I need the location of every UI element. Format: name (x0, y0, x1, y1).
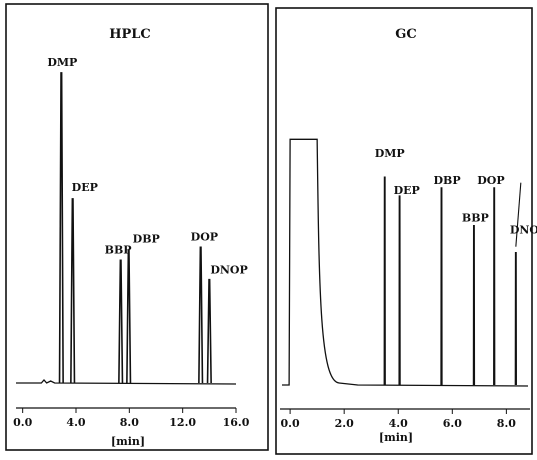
gc-baseline-trace (282, 138, 529, 387)
gc-peak-dep (398, 195, 401, 386)
hplc-peak-label-bbp: BBP (105, 243, 132, 256)
gc-peak-label-bbp: BBP (462, 212, 489, 225)
gc-chart: GC DMP DEP DBP BBP DOP DNOP 0.0 2.0 4.0 6.0 8.0 [… (275, 7, 537, 455)
gc-peak-dbp (440, 187, 443, 386)
hplc-tick-label: 16.0 (223, 416, 250, 429)
gc-x-label: [min] (379, 431, 413, 444)
hplc-peak-dmp (58, 72, 64, 384)
hplc-frame (5, 3, 269, 451)
gc-plot-area: DMP DEP DBP BBP DOP DNOP (282, 138, 537, 387)
hplc-peak-label-dop: DOP (191, 230, 218, 243)
hplc-peak-dep (70, 198, 76, 384)
hplc-tick-label: 8.0 (120, 416, 139, 429)
gc-peak-label-dop: DOP (477, 174, 504, 187)
hplc-peak-label-dmp: DMP (47, 56, 77, 69)
hplc-x-label: [min] (111, 435, 145, 448)
gc-peak-dop (493, 187, 496, 386)
hplc-x-ticks: 0.0 4.0 8.0 12.0 16.0 (13, 408, 250, 429)
gc-peak-label-dnop: DNOP (510, 224, 537, 237)
gc-tick-label: 4.0 (389, 417, 408, 430)
hplc-baseline-trace (16, 379, 237, 385)
hplc-peak-bbp (118, 259, 124, 384)
gc-tick-label: 8.0 (497, 417, 516, 430)
hplc-peak-dnop (206, 278, 212, 384)
hplc-peak-label-dep: DEP (72, 181, 98, 194)
gc-peak-dmp (383, 176, 386, 386)
hplc-peak-dop (198, 246, 204, 384)
hplc-tick-label: 12.0 (169, 416, 196, 429)
hplc-tick-label: 4.0 (66, 416, 85, 429)
gc-dnop-leader (515, 182, 522, 247)
gc-tick-label: 6.0 (443, 417, 462, 430)
gc-frame (275, 7, 533, 455)
hplc-title: HPLC (109, 27, 151, 42)
gc-peak-label-dbp: DBP (433, 174, 460, 187)
hplc-peak-dbp (126, 249, 132, 384)
gc-tick-label: 0.0 (281, 417, 300, 430)
gc-tick-label: 2.0 (335, 417, 354, 430)
hplc-peak-label-dbp: DBP (133, 233, 160, 246)
hplc-peak-label-dnop: DNOP (210, 264, 247, 277)
gc-peak-bbp (472, 225, 476, 386)
gc-x-ticks: 0.0 2.0 4.0 6.0 8.0 (281, 409, 516, 430)
gc-peak-dnop (514, 252, 517, 386)
gc-peak-label-dmp: DMP (375, 147, 405, 160)
hplc-tick-label: 0.0 (13, 416, 32, 429)
gc-title: GC (395, 27, 416, 42)
gc-peak-label-dep: DEP (394, 184, 420, 197)
